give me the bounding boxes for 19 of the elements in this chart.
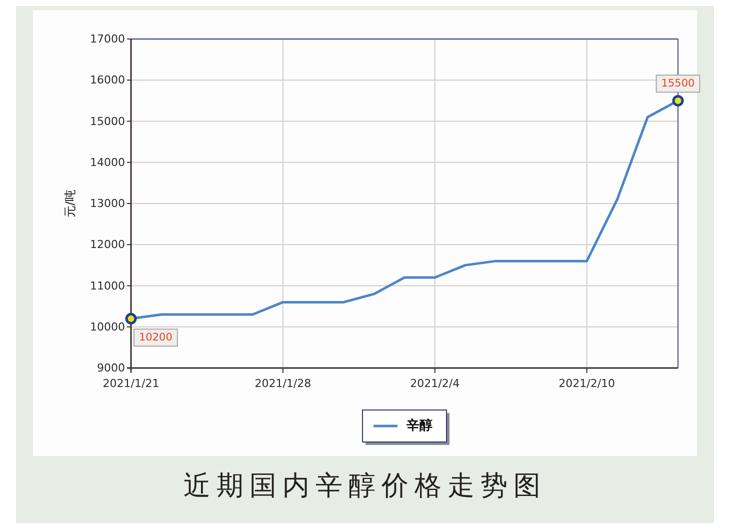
y-tick-label: 17000 [90,32,125,46]
y-axis-title: 元/吨 [63,189,77,218]
y-tick-label: 16000 [90,74,125,87]
y-tick-label: 10000 [90,320,125,334]
data-label: 10200 [139,332,172,344]
x-tick-label: 2021/1/21 [102,377,160,390]
y-tick-label: 11000 [90,279,125,292]
x-tick-label: 2021/2/4 [410,377,460,390]
y-tick-label: 14000 [90,156,125,169]
legend: 辛醇 [362,410,450,445]
y-tick-label: 9000 [97,362,125,374]
y-tick-label: 12000 [90,238,125,252]
y-tick-label: 13000 [90,197,125,210]
legend-label: 辛醇 [406,418,432,434]
x-tick-label: 2021/1/28 [254,377,312,390]
data-label: 15500 [661,78,695,90]
x-tick-label: 2021/2/10 [558,377,616,390]
y-tick-label: 15000 [90,114,125,128]
text: 近期国内辛醇价格走势图 [184,470,546,502]
